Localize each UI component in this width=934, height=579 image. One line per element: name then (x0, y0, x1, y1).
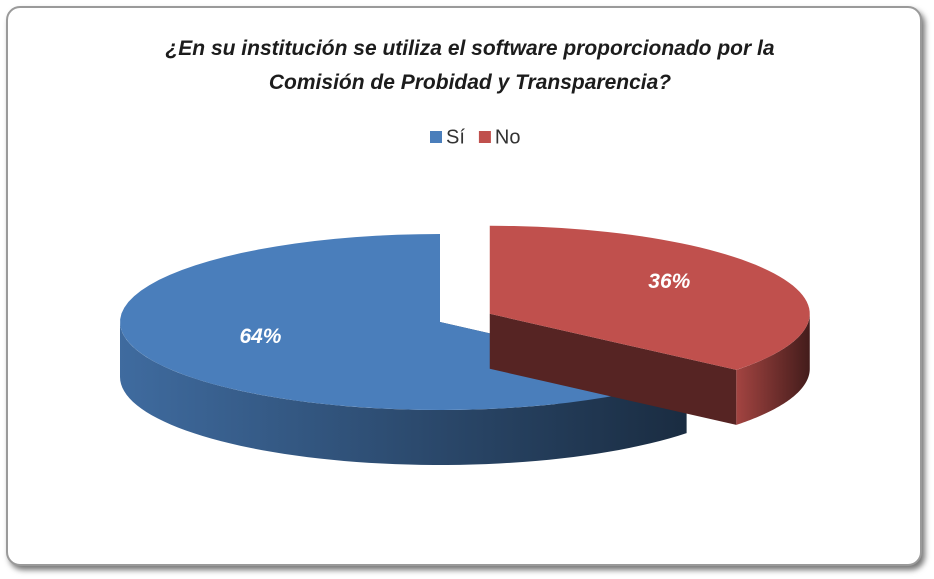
slice-face (489, 313, 737, 425)
chart-title: ¿En su institución se utiliza el softwar… (165, 37, 775, 94)
data-label: 64% (239, 325, 281, 348)
slice-side (120, 322, 687, 465)
data-label: 36% (648, 270, 690, 293)
slice-side (736, 313, 810, 425)
legend-label: Sí (446, 126, 465, 148)
legend-swatch (430, 131, 442, 143)
legend-swatch (478, 131, 491, 143)
legend-label: No (495, 126, 521, 148)
pie-slice (489, 225, 810, 370)
